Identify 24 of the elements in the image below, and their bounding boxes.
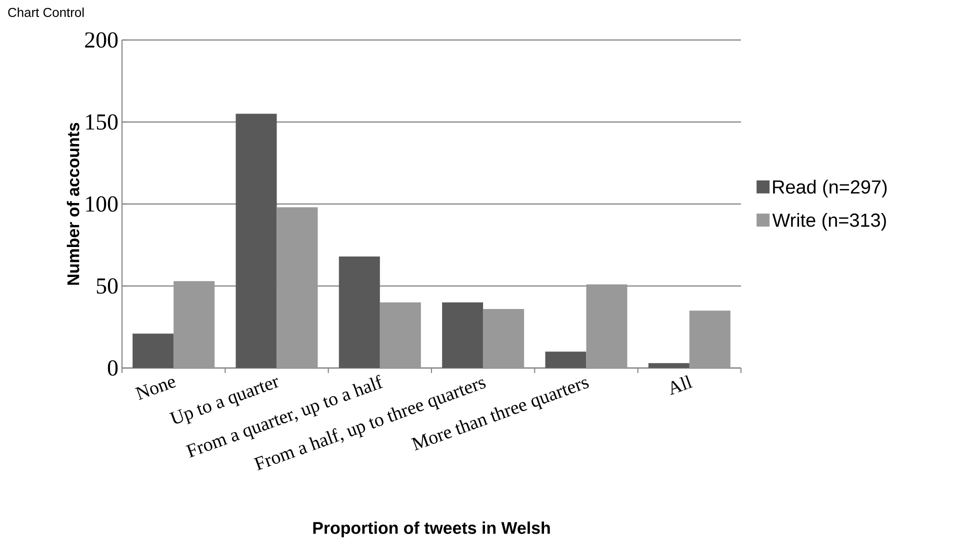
text: Chart Control bbox=[8, 8, 84, 18]
bar bbox=[174, 281, 215, 368]
y-axis-title: Number of accounts bbox=[66, 122, 80, 285]
legend-label: Write (n=313) bbox=[772, 212, 886, 231]
y-tick-label: 200 bbox=[85, 32, 118, 48]
bar bbox=[586, 284, 628, 368]
bar bbox=[483, 308, 524, 368]
x-axis-title: Proportion of tweets in Welsh bbox=[313, 522, 550, 538]
y-tick-label: 150 bbox=[86, 114, 118, 130]
y-tick-label: 100 bbox=[86, 196, 118, 212]
bar bbox=[276, 207, 318, 368]
y-tick-label: 0 bbox=[108, 360, 118, 376]
bar bbox=[236, 114, 277, 368]
bar bbox=[132, 334, 174, 368]
bar bbox=[689, 310, 730, 368]
bar bbox=[380, 302, 421, 368]
x-tick-label: All bbox=[670, 375, 693, 396]
bar bbox=[338, 256, 380, 368]
bar bbox=[648, 363, 690, 368]
bar bbox=[545, 352, 586, 368]
bar bbox=[442, 302, 484, 368]
legend-label: Read (n=297) bbox=[773, 180, 887, 198]
y-tick-label: 50 bbox=[96, 278, 118, 294]
x-tick-label: None bbox=[134, 378, 176, 400]
